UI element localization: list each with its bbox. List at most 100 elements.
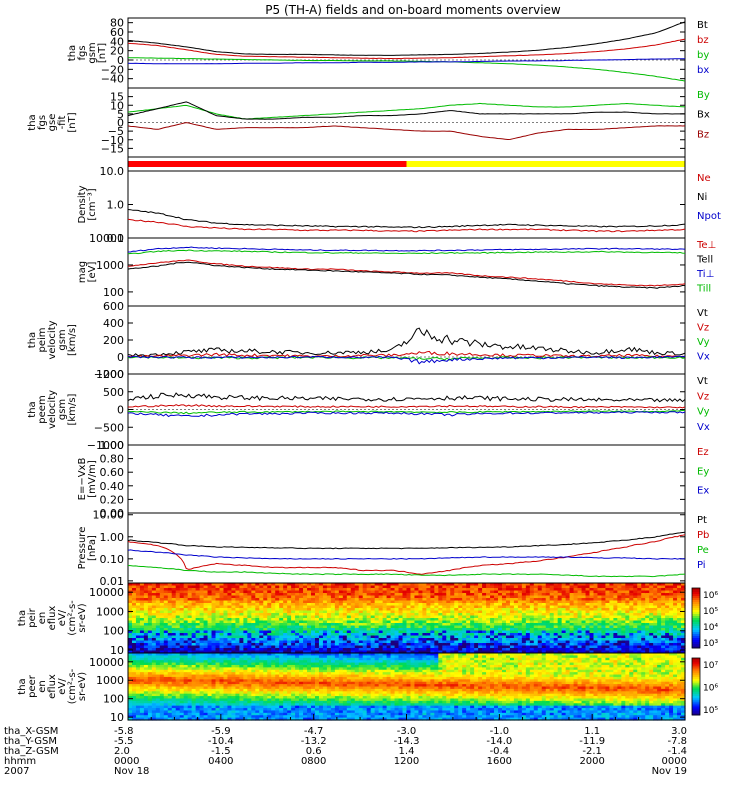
heatmap-cell bbox=[139, 703, 145, 707]
heatmap-cell bbox=[513, 648, 519, 652]
heatmap-cell bbox=[167, 708, 173, 712]
heatmap-cell bbox=[478, 598, 483, 602]
heatmap-cell bbox=[621, 615, 626, 619]
heatmap-cell bbox=[577, 598, 583, 602]
heatmap-cell bbox=[151, 660, 157, 664]
heatmap-cell bbox=[215, 625, 221, 629]
heatmap-cell bbox=[382, 648, 388, 652]
heatmap-cell bbox=[613, 648, 618, 652]
heatmap-cell bbox=[450, 625, 455, 629]
heatmap-cell bbox=[159, 598, 165, 602]
heatmap-cell bbox=[573, 618, 579, 622]
heatmap-cell bbox=[342, 635, 348, 639]
heatmap-cell bbox=[414, 623, 420, 627]
heatmap-cell bbox=[227, 643, 233, 647]
heatmap-cell bbox=[541, 583, 547, 587]
heatmap-cell bbox=[135, 676, 141, 680]
heatmap-cell bbox=[430, 588, 435, 592]
heatmap-cell bbox=[621, 593, 626, 597]
heatmap-cell bbox=[565, 595, 571, 599]
heatmap-cell bbox=[318, 628, 324, 632]
heatmap-cell bbox=[135, 700, 141, 704]
heatmap-cell bbox=[307, 630, 312, 634]
heatmap-cell bbox=[641, 645, 646, 649]
heatmap-cell bbox=[219, 705, 225, 709]
heatmap-cell bbox=[195, 657, 201, 661]
heatmap-cell bbox=[629, 640, 634, 644]
heatmap-cell bbox=[605, 588, 611, 592]
heatmap-cell bbox=[466, 650, 471, 654]
y-axis-label: fgs bbox=[77, 45, 88, 60]
colorbar-step bbox=[692, 602, 700, 605]
heatmap-cell bbox=[191, 662, 197, 666]
heatmap-cell bbox=[291, 630, 296, 634]
heatmap-cell bbox=[334, 608, 340, 612]
heatmap-cell bbox=[601, 650, 607, 654]
heatmap-cell bbox=[227, 700, 233, 704]
heatmap-cell bbox=[454, 623, 459, 627]
heatmap-cell bbox=[215, 681, 221, 685]
heatmap-cell bbox=[406, 630, 412, 634]
heatmap-cell bbox=[474, 608, 479, 612]
heatmap-cell bbox=[167, 693, 173, 697]
heatmap-cell bbox=[279, 648, 284, 652]
heatmap-cell bbox=[681, 610, 686, 614]
heatmap-cell bbox=[422, 645, 427, 649]
heatmap-cell bbox=[243, 610, 248, 614]
heatmap-cell bbox=[338, 603, 344, 607]
heatmap-cell bbox=[501, 585, 507, 589]
heatmap-cell bbox=[215, 613, 221, 617]
heatmap-cell bbox=[513, 595, 519, 599]
heatmap-cell bbox=[585, 598, 591, 602]
heatmap-cell bbox=[422, 595, 427, 599]
heatmap-cell bbox=[267, 623, 272, 627]
heatmap-cell bbox=[533, 598, 539, 602]
heatmap-cell bbox=[223, 625, 229, 629]
heatmap-cell bbox=[657, 638, 662, 642]
heatmap-cell bbox=[207, 628, 213, 632]
heatmap-cell bbox=[521, 595, 527, 599]
heatmap-cell bbox=[179, 613, 185, 617]
heatmap-cell bbox=[354, 630, 360, 634]
heatmap-cell bbox=[513, 598, 519, 602]
heatmap-cell bbox=[183, 691, 189, 695]
heatmap-cell bbox=[458, 628, 463, 632]
heatmap-cell bbox=[462, 595, 467, 599]
heatmap-cell bbox=[135, 650, 141, 654]
heatmap-cell bbox=[402, 593, 408, 597]
heatmap-cell bbox=[529, 648, 535, 652]
heatmap-cell bbox=[235, 590, 240, 594]
heatmap-cell bbox=[299, 608, 304, 612]
heatmap-cell bbox=[183, 703, 189, 707]
heatmap-cell bbox=[414, 605, 420, 609]
heatmap-cell bbox=[653, 605, 658, 609]
heatmap-cell bbox=[589, 593, 595, 597]
heatmap-cell bbox=[358, 613, 364, 617]
heatmap-cell bbox=[613, 628, 618, 632]
heatmap-cell bbox=[517, 588, 523, 592]
heatmap-cell bbox=[657, 615, 662, 619]
heatmap-cell bbox=[633, 615, 638, 619]
heatmap-cell bbox=[338, 605, 344, 609]
y-axis-label: tha bbox=[67, 45, 78, 61]
heatmap-cell bbox=[517, 643, 523, 647]
colorbar-step bbox=[692, 604, 700, 607]
heatmap-cell bbox=[498, 595, 503, 599]
colorbar-step bbox=[692, 596, 700, 599]
heatmap-cell bbox=[478, 628, 483, 632]
heatmap-cell bbox=[171, 708, 177, 712]
heatmap-cell bbox=[525, 603, 531, 607]
heatmap-cell bbox=[171, 625, 177, 629]
heatmap-cell bbox=[501, 588, 507, 592]
heatmap-cell bbox=[549, 585, 555, 589]
heatmap-cell bbox=[179, 717, 185, 721]
heatmap-cell bbox=[382, 643, 388, 647]
heatmap-cell bbox=[410, 610, 416, 614]
heatmap-cell bbox=[128, 640, 133, 644]
heatmap-cell bbox=[267, 615, 272, 619]
heatmap-cell bbox=[203, 691, 209, 695]
heatmap-cell bbox=[287, 630, 292, 634]
heatmap-cell bbox=[605, 618, 611, 622]
heatmap-cell bbox=[163, 635, 169, 639]
heatmap-cell bbox=[163, 705, 169, 709]
